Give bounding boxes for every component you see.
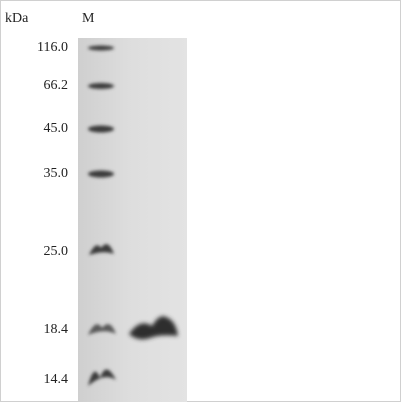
marker-label: 25.0 bbox=[44, 244, 69, 259]
unit-label: kDa bbox=[5, 11, 29, 26]
lane-label: M bbox=[82, 11, 95, 26]
marker-bands bbox=[88, 45, 116, 386]
marker-label: 18.4 bbox=[44, 322, 69, 337]
band bbox=[89, 244, 114, 255]
marker-label: 14.4 bbox=[44, 372, 69, 387]
sample-band bbox=[129, 316, 178, 340]
marker-label: 45.0 bbox=[44, 121, 69, 136]
band bbox=[88, 125, 114, 133]
band bbox=[88, 324, 116, 335]
marker-labels: 116.0 66.2 45.0 35.0 25.0 18.4 14.4 bbox=[37, 40, 68, 387]
band bbox=[88, 83, 114, 89]
band bbox=[88, 45, 114, 51]
marker-label: 35.0 bbox=[44, 166, 69, 181]
band bbox=[88, 170, 114, 178]
marker-label: 66.2 bbox=[44, 78, 69, 93]
gel bbox=[78, 38, 187, 402]
band bbox=[88, 369, 116, 386]
marker-label: 116.0 bbox=[37, 40, 68, 55]
